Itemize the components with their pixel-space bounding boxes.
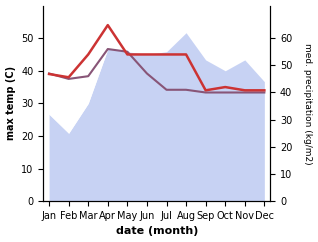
Y-axis label: med. precipitation (kg/m2): med. precipitation (kg/m2) — [303, 43, 313, 164]
Y-axis label: max temp (C): max temp (C) — [5, 66, 16, 140]
X-axis label: date (month): date (month) — [115, 227, 198, 236]
